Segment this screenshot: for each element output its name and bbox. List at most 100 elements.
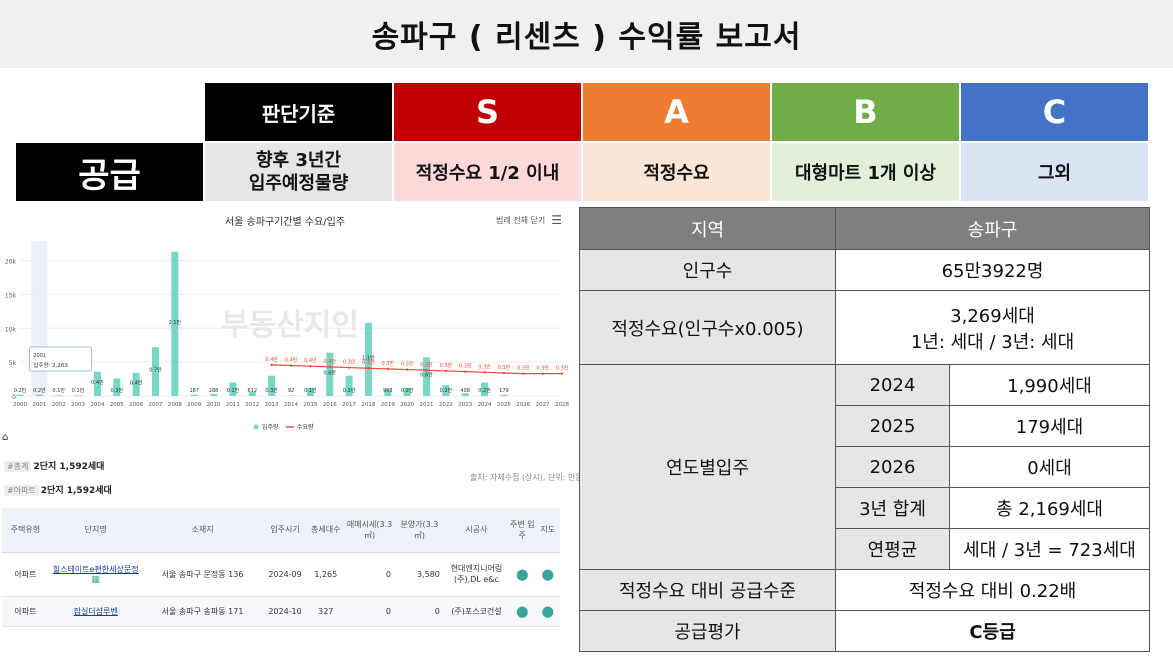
highlight-column [31, 241, 48, 396]
col-presale: 분양가(3.3㎡) [395, 508, 444, 553]
y-tick-label: 0 [12, 394, 16, 401]
demand-data-label: 0.3만 [459, 363, 472, 370]
table-row: 아파트 잠실더샵루벤 서울 송파구 송파동 171 2024-10 327 0 … [2, 596, 560, 627]
grade-label: 공급평가 [579, 610, 836, 652]
demand-data-label: 0.3만 [343, 359, 356, 366]
legend-label-supply: 입주량 [262, 423, 279, 431]
x-tick-label: 2008 [168, 402, 182, 408]
demand-point [560, 372, 564, 375]
demand-point [328, 365, 331, 369]
demand-point [425, 369, 428, 372]
demand-value-line1: 3,269세대 [950, 305, 1035, 327]
year-value: 0세대 [949, 446, 1150, 488]
demand-row: 적정수요(인구수x0.005) 3,269세대 1년: 세대 / 3년: 세대 [579, 290, 1150, 365]
x-tick-label: 2017 [342, 402, 356, 408]
chart-bar [306, 387, 314, 396]
total-badge: #총계 2단지 1,592세대 [4, 459, 104, 472]
row-address: 서울 송파구 문정동 136 [142, 552, 263, 597]
bar-data-label: 179 [499, 388, 509, 394]
map-pin-icon[interactable]: ⬤ [541, 567, 554, 581]
nearby-pin-cell[interactable]: ⬤ [509, 596, 536, 627]
demand-value: 3,269세대 1년: 세대 / 3년: 세대 [835, 290, 1150, 365]
x-tick-label: 2027 [536, 402, 550, 408]
demand-data-label: 0.3만 [556, 365, 569, 372]
apartment-badge-tag: #아파트 [4, 485, 39, 496]
watermark: 부동산지인 [221, 308, 359, 343]
x-tick-label: 2005 [110, 402, 124, 408]
row-name-link[interactable]: 힐스테이트e편한세상문정 ▦ [48, 552, 143, 597]
bar-data-label: 612 [248, 388, 258, 394]
bar-data-label: 0.1만 [52, 387, 65, 394]
row-name-text[interactable]: 힐스테이트e편한세상문정 [52, 564, 139, 574]
year-label: 2024 [835, 364, 950, 406]
ratio-label: 적정수요 대비 공급수준 [579, 569, 836, 611]
map-pin-icon[interactable]: ⬤ [516, 567, 529, 581]
home-icon[interactable]: ⌂ [2, 432, 9, 443]
x-tick-label: 2003 [71, 402, 85, 408]
tooltip-box [28, 346, 92, 372]
year-label: 3년 합계 [835, 487, 950, 529]
tooltip-year: 2001 [33, 353, 46, 359]
summary-region-header: 지역 [579, 207, 836, 250]
legend-toggle-button[interactable]: 범례 전체 닫기 [495, 215, 546, 225]
demand-data-label: 0.4만 [265, 356, 278, 363]
bar-data-label: 0.2만 [401, 387, 414, 394]
supply-demand-chart-panel: 서울 송파구기간별 수요/입주 범례 전체 닫기 ☰ 0 5k 10k 15k 20k 부… [0, 207, 570, 447]
chart-bar [384, 389, 392, 396]
yearly-label: 연도별입주 [579, 364, 836, 570]
nearby-pin-cell[interactable]: ⬤ [509, 552, 536, 597]
chart-bar [403, 387, 411, 396]
demand-point [386, 367, 389, 371]
population-label: 인구수 [579, 249, 836, 291]
supply-basis-line2: 입주예정물량 [248, 173, 349, 194]
summary-header-row: 지역 송파구 [579, 207, 1150, 250]
yearly-row: 연도별입주 2024 1,990세대 [579, 364, 1150, 570]
source-note: 출처: 자체수집 (상시), 단위: 만원 [470, 473, 583, 482]
map-pin-cell[interactable]: ⬤ [535, 596, 560, 627]
map-pin-icon[interactable]: ⬤ [516, 604, 529, 618]
x-tick-label: 2004 [90, 402, 104, 408]
grade-a-desc: 적정수요 [583, 143, 772, 201]
bar-data-label: 2.1만 [169, 319, 182, 326]
x-tick-label: 2022 [439, 402, 453, 408]
summary-table: 지역 송파구 인구수 65만3922명 적정수요(인구수x0.005) 3,26… [579, 207, 1150, 652]
y-tick-label: 15k [5, 292, 17, 299]
demand-point [289, 364, 293, 367]
demand-point [502, 371, 506, 375]
col-name: 단지명 [48, 508, 143, 553]
chart-bar [171, 251, 179, 396]
demand-data-label: 0.3만 [420, 361, 433, 368]
map-pin-cell[interactable]: ⬤ [535, 552, 560, 597]
criteria-judge-header: 판단기준 [205, 83, 394, 141]
demand-line [271, 364, 562, 375]
x-tick-label: 2026 [516, 402, 530, 408]
x-tick-label: 2019 [381, 402, 395, 408]
chart-tools: 범례 전체 닫기 ☰ [496, 213, 562, 227]
map-pin-icon[interactable]: ⬤ [541, 604, 554, 618]
ratio-value: 적정수요 대비 0.22배 [835, 569, 1150, 611]
grade-b-header: B [772, 83, 961, 141]
year-label: 연평균 [835, 528, 950, 570]
col-type: 주택유형 [2, 508, 49, 553]
chart-bar [113, 378, 121, 396]
row-name-link[interactable]: 잠실더샵루벤 [48, 596, 143, 627]
chart-bar [74, 395, 82, 396]
year-value: 1,990세대 [949, 364, 1150, 406]
bar-data-label: 0.2만 [478, 387, 491, 394]
row-price: 0 [344, 596, 395, 627]
chart-bar [481, 382, 489, 396]
grade-value: C등급 [835, 610, 1150, 652]
demand-point [464, 370, 467, 373]
row-name-text[interactable]: 잠실더샵루벤 [73, 606, 118, 616]
chart-bar [500, 394, 508, 396]
supply-basis: 향후 3년간 입주예정물량 [205, 143, 394, 201]
bar-data-label: 1.1만 [362, 354, 375, 361]
demand-point [405, 368, 409, 371]
chart-title: 서울 송파구기간별 수요/입주 [224, 217, 346, 228]
criteria-spacer [16, 83, 205, 141]
bar-data-label: 0.2만 [14, 387, 27, 394]
population-row: 인구수 65만3922명 [579, 249, 1150, 291]
grid-icon[interactable]: ▦ [91, 574, 100, 585]
chart-bar [461, 393, 469, 396]
menu-icon[interactable]: ☰ [551, 213, 562, 227]
